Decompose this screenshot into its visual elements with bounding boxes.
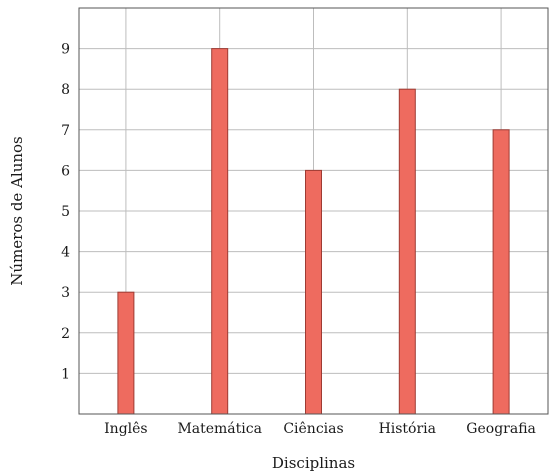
x-axis-title: Disciplinas [272,454,355,472]
y-tick-label: 5 [61,204,70,220]
x-tick-label: Geografia [466,421,536,437]
y-tick-labels: 1 2 3 4 5 6 7 8 9 [61,42,70,383]
x-tick-label: Ciências [283,421,343,437]
bar-Inglês [117,291,135,415]
y-tick-label: 9 [61,42,70,58]
x-tick-label: Inglês [104,421,147,437]
y-tick-label: 2 [61,326,70,342]
y-tick-label: 7 [61,123,70,139]
y-tick-label: 8 [61,82,70,98]
y-tick-label: 1 [61,366,70,382]
x-tick-label: Matemática [177,421,262,437]
bar-Geografia [492,129,510,415]
y-tick-label: 3 [61,285,70,301]
y-tick-label: 6 [61,163,70,179]
x-tick-labels: Inglês Matemática Ciências História Geografi… [104,421,536,437]
plot-frame [78,7,549,415]
bar-História [398,88,416,415]
y-axis-title: Números de Alunos [8,136,26,285]
y-tick-label: 4 [61,245,70,261]
bar-Matemática [211,48,229,415]
x-tick-label: História [379,421,436,437]
bar-Ciências [305,169,322,415]
